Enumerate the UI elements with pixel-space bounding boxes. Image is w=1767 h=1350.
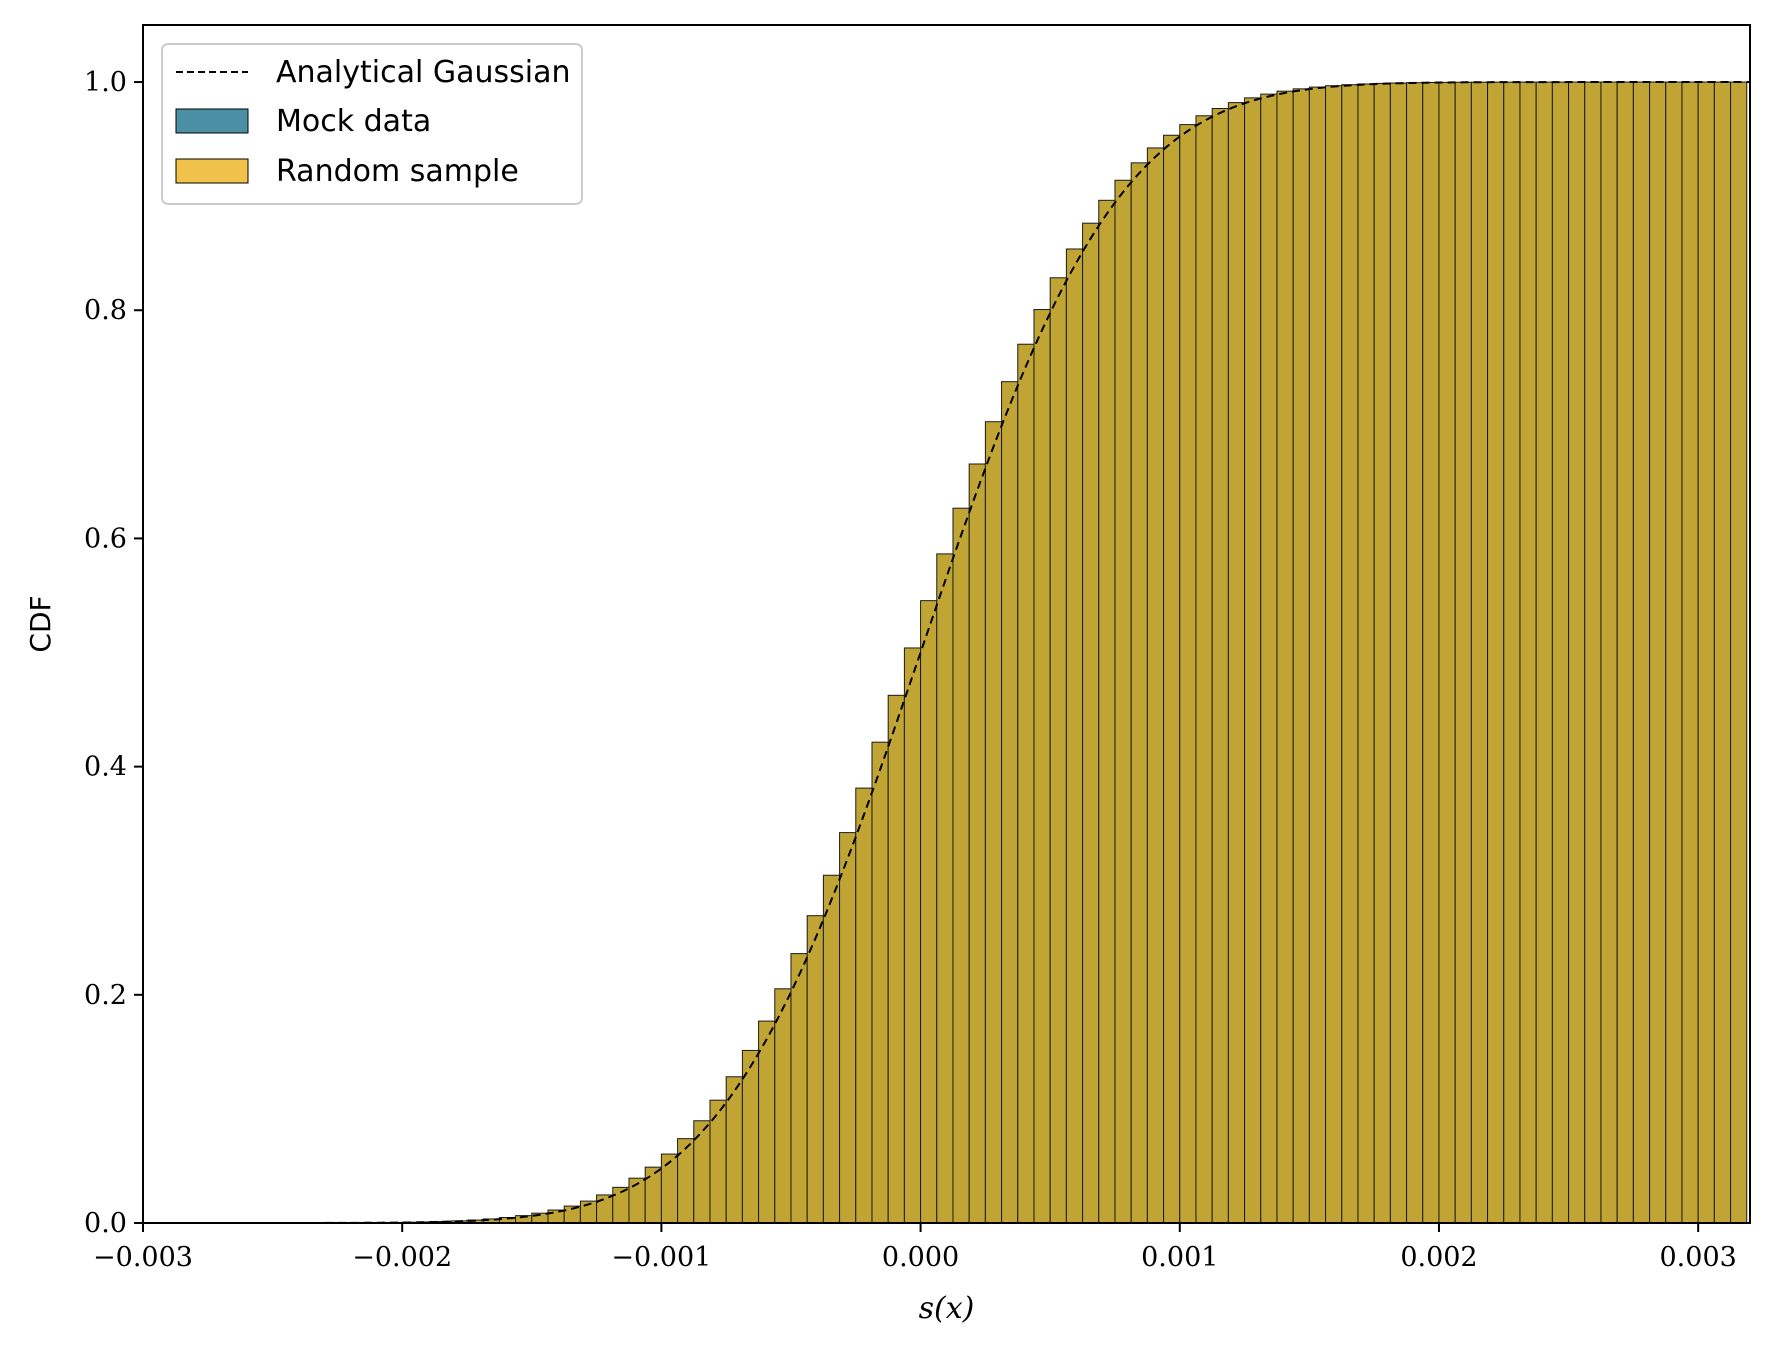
histogram-bar [1130, 162, 1148, 1224]
x-tick-label: 0.003 [1660, 1242, 1737, 1273]
histogram-bar [774, 988, 792, 1224]
histogram-bar [1665, 81, 1683, 1224]
y-tick-label: 0.2 [84, 980, 127, 1011]
x-tick-label: −0.003 [93, 1242, 193, 1273]
histogram-bar [1049, 277, 1067, 1224]
histogram-bar [1146, 147, 1165, 1224]
histogram-bar [1292, 88, 1310, 1224]
histogram-bar [1406, 82, 1424, 1224]
histogram-bar [1373, 82, 1391, 1224]
legend-label-mock-data: Mock data [276, 104, 431, 139]
histogram-bar [984, 421, 1003, 1224]
histogram-bar [1308, 86, 1327, 1224]
histogram-bar [1681, 81, 1699, 1224]
histogram-bar [1422, 82, 1440, 1224]
x-tick-label: −0.001 [611, 1242, 711, 1273]
histogram-bars [142, 81, 1748, 1224]
histogram-bar [1632, 81, 1651, 1224]
histogram-bar [936, 553, 954, 1224]
histogram-bar [1227, 102, 1246, 1224]
histogram-bar [1114, 179, 1132, 1224]
histogram-bar [660, 1153, 679, 1224]
x-tick-label: 0.001 [1141, 1242, 1218, 1273]
histogram-bar [1487, 81, 1505, 1224]
histogram-bar [1195, 115, 1213, 1224]
histogram-bar [1454, 81, 1472, 1224]
histogram-bar [1600, 81, 1618, 1224]
histogram-bar [1551, 81, 1570, 1224]
histogram-bar [1616, 81, 1634, 1224]
histogram-bar [1276, 90, 1294, 1224]
histogram-bar [596, 1194, 614, 1224]
histogram-bar [1001, 381, 1019, 1224]
legend-label-analytical-gaussian: Analytical Gaussian [276, 55, 571, 90]
y-tick-label: 0.0 [84, 1208, 127, 1239]
histogram-bar [1325, 85, 1343, 1224]
histogram-bar [1244, 97, 1262, 1224]
histogram-bar [1163, 134, 1181, 1224]
histogram-bar [855, 787, 873, 1224]
histogram-bar [839, 832, 857, 1224]
legend-swatch-random-sample [175, 158, 249, 184]
histogram-bar [758, 1020, 776, 1224]
histogram-bar [1438, 81, 1456, 1224]
histogram-bar [903, 647, 922, 1224]
histogram-bar [1713, 81, 1732, 1224]
histogram-bar [1697, 81, 1715, 1224]
histogram-bar [1341, 84, 1359, 1224]
histogram-bar [1389, 82, 1408, 1224]
histogram-bar [644, 1166, 662, 1224]
histogram-bar [1098, 199, 1116, 1224]
y-tick-label: 0.6 [84, 523, 127, 554]
x-tick-label: 0.000 [882, 1242, 959, 1273]
histogram-bar [1179, 124, 1197, 1224]
histogram-bar [1535, 81, 1553, 1224]
y-tick-label: 0.4 [84, 752, 127, 783]
histogram-bar [968, 463, 986, 1224]
axes-frame [142, 24, 1751, 1224]
histogram-bar [920, 600, 938, 1224]
histogram-bar [693, 1120, 711, 1224]
histogram-bar [1065, 248, 1084, 1224]
y-tick-label: 1.0 [84, 67, 127, 98]
legend-box [161, 43, 583, 205]
histogram-bar [1519, 81, 1537, 1224]
x-axis-label: s(x) [919, 1291, 975, 1326]
y-tick-label: 0.8 [84, 295, 127, 326]
histogram-bar [677, 1138, 695, 1224]
legend-swatch-mock-data [175, 108, 249, 134]
histogram-bar [1584, 81, 1602, 1224]
histogram-bar [1082, 222, 1100, 1224]
x-tick-label: 0.002 [1400, 1242, 1477, 1273]
histogram-bar [1649, 81, 1667, 1224]
histogram-bar [822, 874, 841, 1224]
histogram-bar [790, 953, 808, 1224]
histogram-bar [1260, 93, 1278, 1224]
y-axis-label: CDF [24, 595, 57, 652]
histogram-bar [1730, 81, 1748, 1224]
histogram-bar [1033, 309, 1051, 1224]
histogram-bar [1357, 83, 1375, 1224]
histogram-bar [806, 915, 824, 1224]
histogram-bar [952, 507, 970, 1224]
x-axis-ticks: −0.003 −0.002 −0.001 0.000 0.001 0.002 0.003 [93, 1223, 1737, 1273]
histogram-bar [871, 741, 889, 1224]
y-axis-ticks: 0.0 0.2 0.4 0.6 0.8 1.0 [84, 67, 143, 1239]
histogram-bar [1470, 81, 1489, 1224]
histogram-bar [1568, 81, 1586, 1224]
histogram-bar [1017, 343, 1035, 1224]
legend: Analytical Gaussian Mock data Random sam… [161, 43, 583, 205]
x-tick-label: −0.002 [352, 1242, 452, 1273]
legend-label-random-sample: Random sample [276, 154, 519, 189]
histogram-bar [1211, 108, 1229, 1224]
histogram-bar [887, 694, 905, 1224]
histogram-bar [1503, 81, 1521, 1224]
